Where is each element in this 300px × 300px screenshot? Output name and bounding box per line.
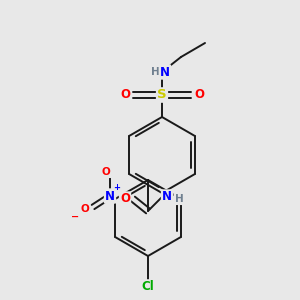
Text: H: H: [175, 194, 183, 204]
Text: S: S: [157, 88, 167, 101]
Text: +: +: [113, 184, 121, 193]
Text: O: O: [120, 88, 130, 101]
Text: N: N: [160, 65, 170, 79]
Text: O: O: [102, 167, 110, 177]
Text: N: N: [105, 190, 115, 202]
Text: N: N: [162, 190, 172, 203]
Text: −: −: [71, 212, 79, 222]
Text: O: O: [120, 193, 130, 206]
Text: O: O: [194, 88, 204, 101]
Text: O: O: [81, 204, 89, 214]
Text: H: H: [151, 67, 159, 77]
Text: Cl: Cl: [142, 280, 154, 293]
